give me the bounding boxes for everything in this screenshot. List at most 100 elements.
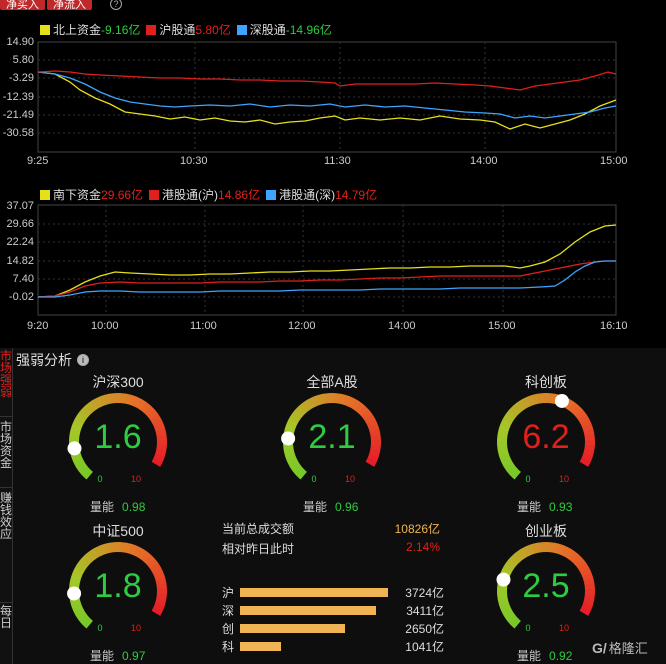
gauge-arc-segment xyxy=(303,399,314,411)
gauge-arc-segment xyxy=(526,543,536,556)
hk-sh-line xyxy=(37,260,616,298)
gauge-max-label: 10 xyxy=(559,474,569,484)
gauge-arc-segment xyxy=(124,393,132,405)
gauge-arc-segment xyxy=(506,614,518,625)
gauge-arc-segment xyxy=(346,396,357,409)
hk-sh-value: 14.86亿 xyxy=(218,188,261,202)
gauge-arc-segment xyxy=(75,461,87,472)
north-x-tick: 9:25 xyxy=(27,155,49,167)
north-chart[interactable] xyxy=(0,34,666,174)
turnover-bars: 沪 3724亿 深 3411亿 创 2650亿 科 1041亿 xyxy=(222,583,444,655)
south-chart[interactable] xyxy=(0,200,666,320)
bar-value: 2650亿 xyxy=(405,621,444,636)
gauge-arc-segment xyxy=(338,393,346,405)
gauge-arc-segment xyxy=(291,409,303,420)
gauge-arc-segment xyxy=(509,554,520,566)
gauge-arc-segment xyxy=(575,409,587,420)
gauge-min-label: 0 xyxy=(97,623,102,633)
gauge-arc-segment xyxy=(556,543,566,556)
gauge-arc-segment xyxy=(295,405,306,417)
south-total-line xyxy=(37,224,617,298)
gauge-arc-segment xyxy=(296,468,307,480)
bar-label: 沪 xyxy=(222,585,235,600)
gauge-max-label: 10 xyxy=(345,474,355,484)
south-legend-value: 29.66亿 xyxy=(101,188,144,202)
north-y-tick: -12.39 xyxy=(2,91,34,103)
gauge-arc-segment xyxy=(361,409,373,420)
gauge-arc-segment xyxy=(119,542,127,553)
sh-connect-label: 沪股通 xyxy=(159,23,196,37)
bar xyxy=(240,641,282,651)
gauge-arc-segment xyxy=(132,396,143,409)
south-y-tick: 37.07 xyxy=(6,200,34,212)
tab-net-buy[interactable]: 净买入 xyxy=(0,0,45,10)
gauge-min-label: 0 xyxy=(97,474,102,484)
gauge-arc-segment xyxy=(342,394,352,407)
gauge-title: 全部A股 xyxy=(306,374,358,390)
gauge-arc-segment xyxy=(144,554,155,566)
gauge-arc-segment xyxy=(287,457,299,467)
south-x-tick: 12:00 xyxy=(288,320,316,332)
north-legend-swatch xyxy=(40,24,50,35)
side-tab-daily[interactable]: 每日 xyxy=(0,602,13,630)
gauge-arc-segment xyxy=(521,545,532,558)
gauge-knob xyxy=(281,431,296,446)
gauge-hs300: 0 10 xyxy=(67,393,167,484)
gauge-arc-segment xyxy=(323,393,331,404)
gauge-volume: 量能 0.93 xyxy=(517,500,573,514)
gauge-star: 0 10 xyxy=(497,393,595,484)
gauge-arc-segment xyxy=(93,396,104,409)
watermark-logo: G/ 格隆汇 xyxy=(592,638,648,657)
gauge-max-label: 10 xyxy=(131,474,141,484)
stat-value: 10826亿 xyxy=(394,522,440,536)
side-tab-profit-effect[interactable]: 赚钱效应 xyxy=(0,487,12,558)
sh-connect-swatch xyxy=(146,24,157,35)
gauge-knob xyxy=(554,393,569,408)
gauge-arc-segment xyxy=(77,409,89,420)
gauge-arc-segment xyxy=(506,465,518,476)
gauge-arc-segment xyxy=(568,402,580,414)
gauge-arc-segment xyxy=(77,558,89,569)
gauge-volume: 量能 0.98 xyxy=(90,500,146,514)
north-y-tick: 5.80 xyxy=(12,54,34,66)
gauge-arc-segment xyxy=(503,610,515,621)
hk-sz-line xyxy=(38,260,616,298)
gauge-arc-segment xyxy=(140,551,152,563)
bar-row: 深 3411亿 xyxy=(222,601,444,619)
gauge-arc-segment xyxy=(82,617,93,629)
south-x-tick: 15:00 xyxy=(488,320,516,332)
gauge-arc-segment xyxy=(537,393,545,404)
north-x-tick: 10:30 xyxy=(180,155,208,167)
gauge-arc-segment xyxy=(73,457,85,467)
bar-label: 创 xyxy=(222,621,235,636)
gauge-arc-segment xyxy=(318,393,326,405)
gauge-arc-segment xyxy=(298,402,310,414)
tab-net-inflow[interactable]: 净流入 xyxy=(47,0,92,10)
side-tab-market-strength[interactable]: 市场强弱 xyxy=(0,349,13,399)
gauge-arc-segment xyxy=(93,545,104,558)
gauge-arc-segment xyxy=(124,542,132,554)
hk-sz-swatch xyxy=(266,189,277,200)
south-legend: 南下资金 29.66亿 港股通(沪) 14.86亿 港股通(深) 14.79亿 xyxy=(34,186,377,203)
help-icon[interactable]: ? xyxy=(110,0,122,10)
north-x-tick: 11:30 xyxy=(324,155,351,167)
stat-label: 当前总成交额 xyxy=(222,522,295,536)
gauge-arc-segment xyxy=(579,457,591,467)
gauge-arc-segment xyxy=(147,558,159,569)
gauge-title: 沪深300 xyxy=(92,374,144,390)
gauge-arc-segment xyxy=(78,465,90,476)
info-icon[interactable]: i xyxy=(77,354,89,366)
bar-row: 科 1041亿 xyxy=(222,637,444,655)
gauge-arc-segment xyxy=(358,405,369,417)
gauge-arc-segment xyxy=(81,554,92,566)
gauge-arc-segment xyxy=(292,465,304,476)
sz-connect-label: 深股通 xyxy=(249,23,286,37)
gauge-chinext: 0 10 xyxy=(496,542,595,633)
side-tab-market-funds[interactable]: 市场资金 xyxy=(0,416,12,487)
gauge-arc-segment xyxy=(501,457,513,467)
gauge-arc-segment xyxy=(151,457,163,467)
strength-title: 强弱分析 xyxy=(16,352,72,368)
gauge-arc-segment xyxy=(547,393,555,404)
gauge-arc-segment xyxy=(521,396,532,409)
gauge-csi500: 0 10 xyxy=(67,542,167,633)
